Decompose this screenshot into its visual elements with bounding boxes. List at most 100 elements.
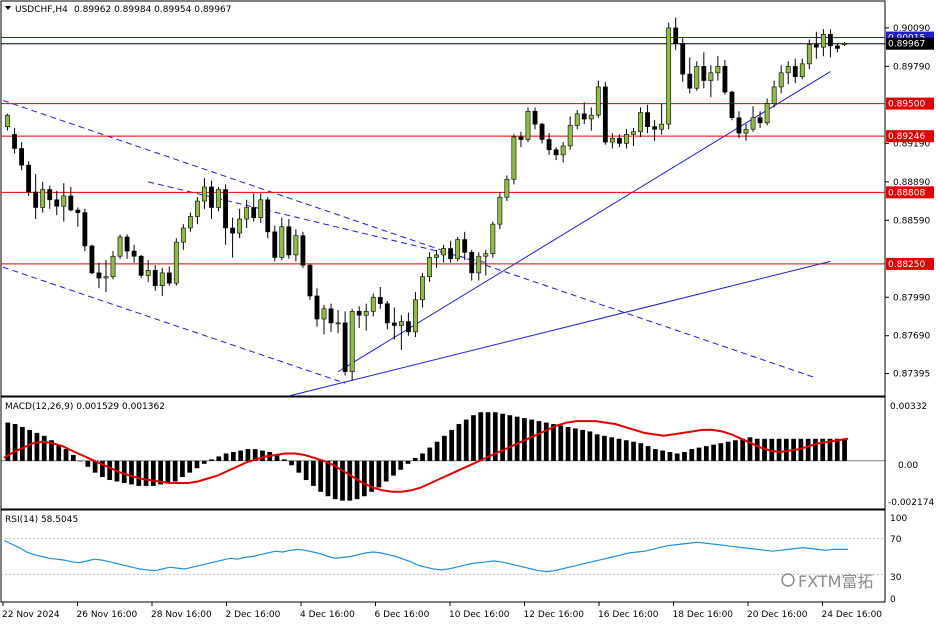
macd-histogram-bar — [842, 438, 847, 461]
price-tick-label: 0.90090 — [893, 24, 930, 34]
macd-histogram-bar — [383, 460, 389, 482]
candle-body — [609, 137, 615, 143]
macd-histogram-bar — [565, 426, 571, 461]
candle-body — [722, 66, 728, 93]
candle-body — [370, 296, 376, 312]
candle-body — [427, 257, 432, 278]
candle-body — [328, 308, 334, 324]
macd-histogram-bar — [340, 460, 345, 501]
macd-histogram-bar — [558, 425, 564, 461]
candle-body — [525, 110, 531, 140]
candle-body — [138, 255, 144, 276]
macd-histogram-bar — [20, 426, 25, 461]
candle-body — [300, 235, 306, 266]
macd-histogram-bar — [776, 438, 782, 461]
candle-body — [602, 86, 608, 143]
candle-body — [617, 137, 622, 144]
candle-body — [666, 27, 672, 125]
macd-histogram-bar — [733, 440, 738, 461]
candle-body — [687, 73, 693, 89]
macd-histogram-bar — [85, 460, 91, 467]
candle-body — [729, 91, 735, 119]
macd-histogram-bar — [703, 446, 709, 461]
candle-body — [673, 27, 679, 44]
candle-body — [813, 44, 819, 48]
candle-body — [356, 311, 362, 316]
candle-body — [187, 216, 193, 229]
macd-histogram-bar — [289, 460, 294, 466]
channel-mid-dashed-line — [148, 181, 486, 264]
candle-body — [110, 255, 116, 278]
candle-body — [497, 196, 503, 225]
candle-body — [624, 134, 629, 144]
price-tick-label: 0.89190 — [893, 139, 930, 149]
time-tick-label: 28 Nov 16:00 — [151, 610, 212, 620]
candle-body — [750, 117, 756, 130]
candle-body — [391, 322, 397, 326]
macd-histogram-bar — [572, 428, 578, 461]
macd-histogram-bar — [347, 460, 353, 501]
candle-body — [785, 66, 791, 74]
time-tick-label: 12 Dec 16:00 — [524, 610, 585, 620]
macd-histogram-bar — [740, 438, 746, 461]
macd-histogram-bar — [798, 438, 804, 461]
macd-histogram-bar — [376, 460, 382, 488]
macd-histogram-bar — [725, 441, 731, 461]
candle-body — [469, 252, 475, 274]
candle-body — [145, 270, 151, 276]
macd-histogram-bar — [551, 424, 556, 461]
candle-body — [251, 207, 257, 219]
candle-body — [546, 139, 552, 151]
macd-histogram-bar — [180, 460, 185, 478]
candle-body — [117, 236, 123, 257]
macd-histogram-bar — [231, 452, 236, 461]
macd-histogram-bar — [136, 460, 142, 486]
macd-histogram-bar — [594, 434, 600, 461]
watermark: FXTM富拓 — [781, 572, 873, 591]
candle-body — [483, 253, 489, 257]
candle-body — [82, 212, 88, 247]
time-tick-label: 24 Dec 16:00 — [822, 610, 883, 620]
macd-signal-line — [3, 420, 849, 493]
candle-body — [33, 191, 39, 208]
macd-histogram-bar — [492, 412, 498, 461]
macd-histogram-bar — [834, 438, 840, 461]
macd-histogram-bar — [5, 422, 11, 461]
candle-body — [279, 226, 285, 258]
candle-body — [223, 189, 228, 229]
time-tick-label: 20 Dec 16:00 — [747, 610, 808, 620]
candle-body — [708, 72, 714, 81]
macd-histogram-bar — [449, 429, 455, 461]
candle-body — [237, 218, 243, 234]
candle-body — [363, 311, 369, 316]
candle-body — [47, 189, 53, 201]
macd-histogram-bar — [463, 419, 469, 461]
macd-histogram-bar — [434, 441, 440, 461]
macd-histogram-bar — [587, 431, 593, 461]
candle-body — [806, 44, 812, 65]
macd-histogram-bar — [63, 449, 69, 461]
candle-body — [40, 189, 46, 208]
candle-body — [258, 199, 264, 219]
candle-body — [567, 125, 573, 147]
dropdown-triangle-icon[interactable] — [5, 6, 11, 10]
macd-indicator — [1, 412, 885, 501]
candle-body — [842, 43, 847, 45]
candle-body — [455, 239, 461, 260]
candle-body — [216, 189, 221, 208]
macd-histogram-bar — [78, 460, 83, 462]
candle-body — [61, 195, 67, 207]
candlestick-series — [5, 17, 847, 381]
macd-histogram-bar — [667, 452, 673, 461]
macd-histogram-bar — [471, 415, 476, 461]
candle-body — [377, 296, 383, 304]
macd-histogram-bar — [12, 424, 18, 461]
candle-body — [209, 186, 214, 208]
candle-body — [12, 134, 17, 149]
candle-body — [5, 114, 10, 127]
candle-body — [448, 248, 454, 260]
candle-body — [799, 63, 805, 77]
channel-lower-dashed-line — [0, 265, 346, 384]
price-tick-label: 0.87990 — [893, 293, 930, 303]
price-tag — [886, 257, 934, 270]
